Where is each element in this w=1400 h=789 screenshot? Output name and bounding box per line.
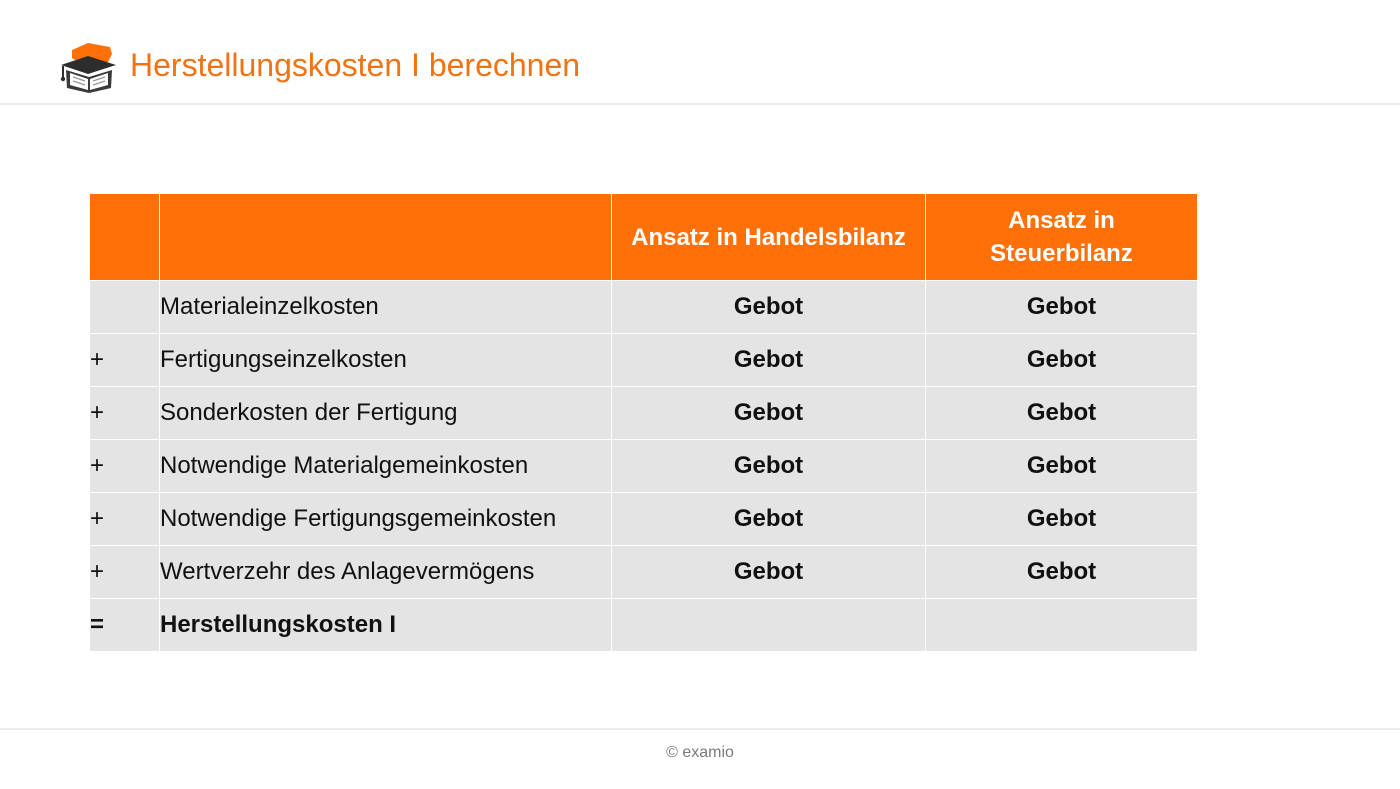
slide-footer: © examio	[0, 728, 1400, 789]
row-steuerbilanz: Gebot	[925, 492, 1198, 546]
copyright-text: © examio	[666, 744, 734, 761]
header-cell-steuerbilanz: Ansatz in Steuerbilanz	[925, 193, 1198, 281]
header-cell-op	[89, 193, 160, 281]
row-operator	[89, 280, 160, 334]
row-operator: =	[89, 598, 160, 652]
row-position: Herstellungskosten I	[159, 598, 612, 652]
row-operator: +	[89, 386, 160, 440]
graduation-cap-book-icon	[60, 43, 116, 93]
row-steuerbilanz: Gebot	[925, 333, 1198, 387]
row-position: Materialeinzelkosten	[159, 280, 612, 334]
row-steuerbilanz: Gebot	[925, 386, 1198, 440]
row-position: Fertigungseinzelkosten	[159, 333, 612, 387]
row-handelsbilanz	[611, 598, 926, 652]
row-operator: +	[89, 439, 160, 493]
row-position: Notwendige Fertigungsgemeinkosten	[159, 492, 612, 546]
table-row: + Fertigungseinzelkosten Gebot Gebot	[89, 333, 1198, 387]
row-steuerbilanz: Gebot	[925, 280, 1198, 334]
herstellungskosten-table: Ansatz in Handelsbilanz Ansatz in Steuer…	[89, 193, 1198, 652]
table-row: Materialeinzelkosten Gebot Gebot	[89, 280, 1198, 334]
row-handelsbilanz: Gebot	[611, 439, 926, 493]
table-row: + Notwendige Materialgemeinkosten Gebot …	[89, 439, 1198, 493]
row-handelsbilanz: Gebot	[611, 386, 926, 440]
row-operator: +	[89, 492, 160, 546]
row-steuerbilanz: Gebot	[925, 439, 1198, 493]
row-steuerbilanz	[925, 598, 1198, 652]
table-row: + Wertverzehr des Anlagevermögens Gebot …	[89, 545, 1198, 599]
row-position: Wertverzehr des Anlagevermögens	[159, 545, 612, 599]
header-cell-handelsbilanz: Ansatz in Handelsbilanz	[611, 193, 926, 281]
row-handelsbilanz: Gebot	[611, 545, 926, 599]
page-title: Herstellungskosten I berechnen	[130, 47, 581, 83]
slide-header: Herstellungskosten I berechnen	[0, 0, 1400, 105]
table-row: + Sonderkosten der Fertigung Gebot Gebot	[89, 386, 1198, 440]
table-row: + Notwendige Fertigungsgemeinkosten Gebo…	[89, 492, 1198, 546]
row-position: Sonderkosten der Fertigung	[159, 386, 612, 440]
table-header-row: Ansatz in Handelsbilanz Ansatz in Steuer…	[89, 193, 1198, 281]
row-position: Notwendige Materialgemeinkosten	[159, 439, 612, 493]
header-cell-position	[159, 193, 612, 281]
row-handelsbilanz: Gebot	[611, 492, 926, 546]
row-operator: +	[89, 545, 160, 599]
row-handelsbilanz: Gebot	[611, 280, 926, 334]
row-steuerbilanz: Gebot	[925, 545, 1198, 599]
row-handelsbilanz: Gebot	[611, 333, 926, 387]
table-total-row: = Herstellungskosten I	[89, 598, 1198, 652]
row-operator: +	[89, 333, 160, 387]
